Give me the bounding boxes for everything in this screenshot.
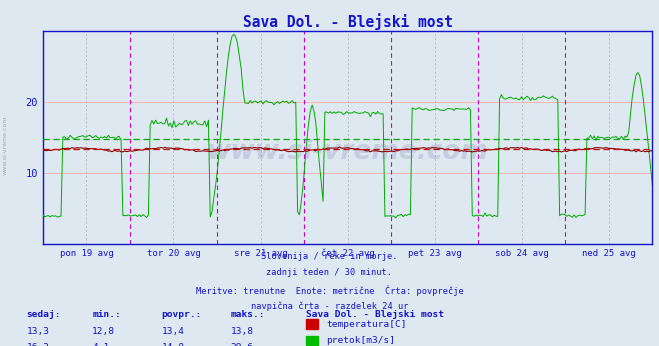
Text: 4,1: 4,1	[92, 343, 109, 346]
Text: sedaj:: sedaj:	[26, 310, 61, 319]
Text: 13,8: 13,8	[231, 327, 254, 336]
Text: maks.:: maks.:	[231, 310, 265, 319]
Text: Meritve: trenutne  Enote: metrične  Črta: povprečje: Meritve: trenutne Enote: metrične Črta: …	[196, 285, 463, 295]
Text: 12,8: 12,8	[92, 327, 115, 336]
Text: Slovenija / reke in morje.: Slovenija / reke in morje.	[261, 252, 398, 261]
Title: Sava Dol. - Blejski most: Sava Dol. - Blejski most	[243, 13, 453, 30]
Text: 14,8: 14,8	[161, 343, 185, 346]
Text: 16,2: 16,2	[26, 343, 49, 346]
Text: temperatura[C]: temperatura[C]	[326, 320, 407, 329]
Text: min.:: min.:	[92, 310, 121, 319]
Text: navpična črta - razdelek 24 ur: navpična črta - razdelek 24 ur	[251, 302, 408, 311]
Text: 29,6: 29,6	[231, 343, 254, 346]
Text: povpr.:: povpr.:	[161, 310, 202, 319]
Text: zadnji teden / 30 minut.: zadnji teden / 30 minut.	[266, 268, 393, 277]
Text: www.si-vreme.com: www.si-vreme.com	[207, 139, 488, 165]
Text: www.si-vreme.com: www.si-vreme.com	[3, 116, 8, 175]
Text: Sava Dol. - Blejski most: Sava Dol. - Blejski most	[306, 310, 444, 319]
Text: 13,3: 13,3	[26, 327, 49, 336]
Text: 13,4: 13,4	[161, 327, 185, 336]
Text: pretok[m3/s]: pretok[m3/s]	[326, 336, 395, 345]
